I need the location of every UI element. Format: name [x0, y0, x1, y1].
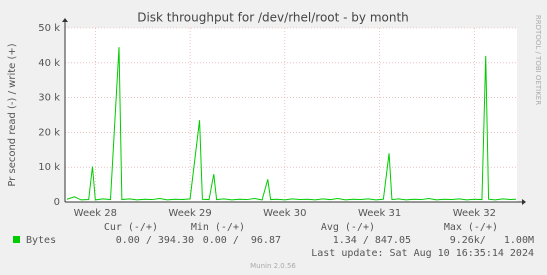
x-tick-label: Week 28	[74, 208, 117, 219]
plot-area	[65, 28, 517, 202]
marks	[66, 47, 517, 201]
stats-value: 0.00 / 96.87	[203, 235, 281, 246]
x-tick-label: Week 32	[453, 208, 496, 219]
stats-column-header: Max (-/+)	[444, 222, 498, 233]
x-tick-label: Week 29	[168, 208, 211, 219]
stats-value: 9.26k/ 1.00M	[450, 235, 534, 246]
stats-column-header: Avg (-/+)	[321, 222, 375, 233]
y-axis-arrow	[62, 18, 68, 22]
x-tick-label: Week 31	[358, 208, 401, 219]
legend-label: Bytes	[26, 235, 56, 246]
x-tick-label: Week 30	[263, 208, 306, 219]
y-tick-label: 40 k	[38, 58, 60, 69]
last-update: Last update: Sat Aug 10 16:35:14 2024	[311, 248, 534, 259]
y-tick-label: 20 k	[38, 127, 60, 138]
y-tick-label: 0	[54, 197, 60, 208]
y-tick-label: 10 k	[38, 162, 60, 173]
stats-value: 0.00 / 394.30	[116, 235, 194, 246]
legend-swatch	[13, 236, 20, 243]
y-tick-label: 50 k	[38, 23, 60, 34]
watermark: RRDTOOL / TOBI OETIKER	[534, 15, 542, 105]
x-axis-arrow	[522, 199, 526, 205]
credit: Munin 2.0.56	[250, 262, 296, 270]
stats-column-header: Min (-/+)	[191, 222, 245, 233]
data-line	[66, 47, 517, 201]
grid: 0 10 k 20 k 30 k 40 k 50 k Week 28 Week 29 Week …	[38, 23, 517, 219]
chart-title: Disk throughput for /dev/rhel/root - by …	[137, 11, 409, 25]
stats-column-header: Cur (-/+)	[104, 222, 158, 233]
y-axis-label: Pr second read (-) / write (+)	[7, 43, 18, 186]
stats-value: 1.34 / 847.05	[333, 235, 411, 246]
legend: Cur (-/+) Min (-/+) Avg (-/+) Max (-/+) Byte…	[13, 222, 534, 246]
y-tick-label: 30 k	[38, 93, 60, 104]
